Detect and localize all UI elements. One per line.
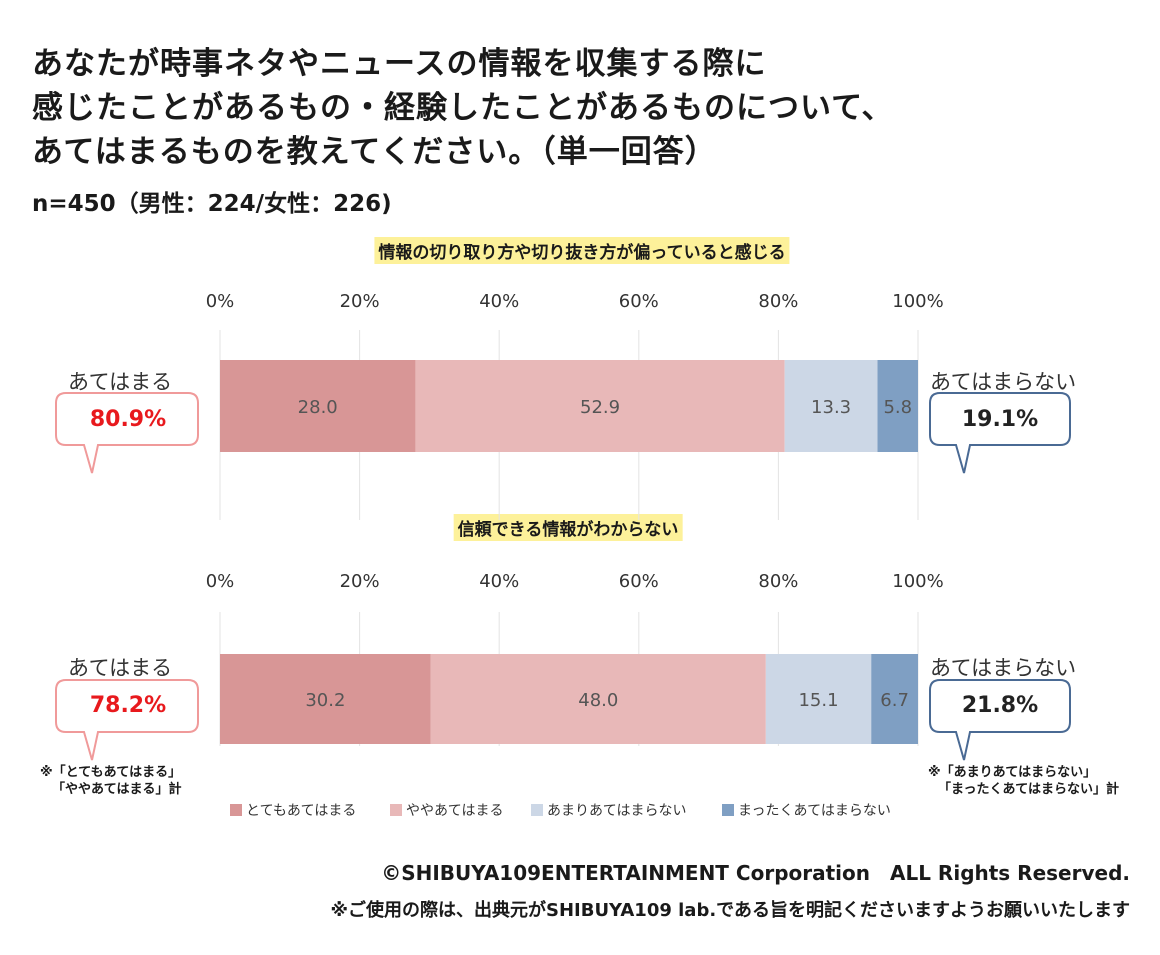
legend-label-not-at-all: まったくあてはまらない [738,803,891,819]
chart-2-data-label: 15.1 [798,690,838,711]
chart-2-tick-label: 20% [340,571,380,592]
chart-1-tick-label: 20% [340,291,380,312]
chart-1-tick-label: 100% [892,291,943,312]
chart-2-tick-label: 80% [758,571,798,592]
chart-2-title: 信頼できる情報がわからない [453,514,683,541]
chart-1-tick-label: 40% [479,291,519,312]
chart-1-bar-segment [415,360,785,452]
chart-2-disagree-label: あてはまらない [930,656,1077,680]
chart-1-data-label: 13.3 [811,397,851,418]
agree-note-line-2: 「ややあてはまる」計 [52,782,182,797]
disagree-note-line-1: ※「あまりあてはまらない」 [928,765,1097,780]
legend-swatch-somewhat-agree [390,804,402,816]
chart-1-tick-label: 0% [206,291,235,312]
legend-item-somewhat-agree: ややあてはまる [390,800,503,820]
legend-swatch-somewhat-disagree [531,804,543,816]
chart-1-disagree-total: 19.1% [961,407,1039,432]
chart-1-bar-segment [220,360,416,452]
legend-label-somewhat-disagree: あまりあてはまらない [547,803,687,819]
disagree-note-line-2: 「まったくあてはまらない」計 [938,782,1119,797]
chart-1-data-label: 52.9 [580,397,620,418]
chart-2-disagree-total: 21.8% [961,693,1039,718]
chart-1-agree-label: あてはまる [68,370,173,394]
chart-1-bar-segment [877,360,918,452]
chart-2-agree-bubble [55,679,199,761]
title-line-2: 感じたことがあるもの・経験したことがあるものについて、 [32,90,894,126]
chart-2-data-label: 6.7 [880,690,909,711]
usage-note: ※ご使用の際は、出典元がSHIBUYA109 lab.である旨を明記くださいます… [330,900,1131,921]
chart-2-bar-segment [765,654,872,744]
chart-2-agree-label: あてはまる [68,656,173,680]
chart-2-bar-segment [220,654,431,744]
chart-2-data-label: 30.2 [305,690,345,711]
legend-label-very-agree: とてもあてはまる [246,803,357,819]
sample-size: n=450（男性：224/女性：226) [32,191,392,217]
disagree-note: ※「あまりあてはまらない」 「まったくあてはまらない」計 [928,764,1119,798]
chart-1-bar-segment [784,360,878,452]
legend-item-very-agree: とてもあてはまる [230,800,356,820]
copyright: ©SHIBUYA109ENTERTAINMENT Corporation ALL… [381,861,1130,885]
legend-swatch-very-agree [230,804,242,816]
legend-label-somewhat-agree: ややあてはまる [406,803,504,819]
agree-note-line-1: ※「とてもあてはまる」 [40,765,182,780]
chart-2-bar-segment [871,654,918,744]
chart-2-data-label: 48.0 [578,690,618,711]
chart-2-tick-label: 100% [892,571,943,592]
chart-1-title: 情報の切り取り方や切り抜き方が偏っていると感じる [374,237,790,264]
chart-2-tick-label: 40% [479,571,519,592]
chart-1-agree-bubble [55,392,199,474]
legend-item-not-at-all: まったくあてはまらない [722,800,891,820]
chart-2-disagree-bubble [929,679,1071,761]
legend-item-somewhat-disagree: あまりあてはまらない [531,800,686,820]
chart-1-disagree-label: あてはまらない [930,370,1077,394]
chart-2-tick-label: 0% [206,571,235,592]
chart-1-tick-label: 60% [619,291,659,312]
chart-1-tick-label: 80% [758,291,798,312]
title-line-1: あなたが時事ネタやニュースの情報を収集する際に [32,46,767,82]
title-line-3: あてはまるものを教えてください。（単一回答） [32,134,717,170]
chart-1-agree-total: 80.9% [89,407,167,432]
chart-1-data-label: 28.0 [298,397,338,418]
legend-swatch-not-at-all [722,804,734,816]
chart-2-agree-total: 78.2% [89,693,167,718]
chart-1-disagree-bubble [929,392,1071,474]
agree-note: ※「とてもあてはまる」 「ややあてはまる」計 [40,764,181,798]
chart-2-tick-label: 60% [619,571,659,592]
chart-1-data-label: 5.8 [883,397,912,418]
chart-2-bar-segment [430,654,766,744]
